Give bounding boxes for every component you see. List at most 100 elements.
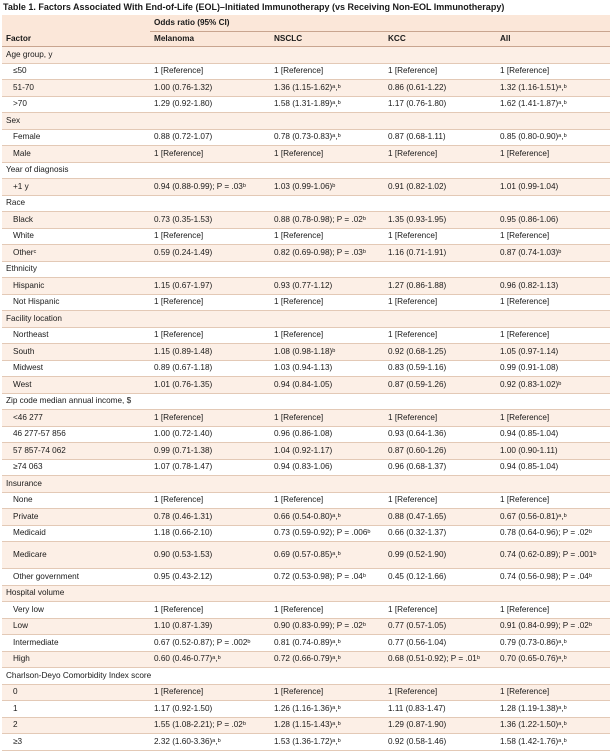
kcc-cell: 0.96 (0.68-1.37) <box>384 459 496 476</box>
all-cell: 1 [Reference] <box>496 145 611 163</box>
kcc-cell: 1 [Reference] <box>384 327 496 344</box>
kcc-cell: 0.93 (0.64-1.36) <box>384 426 496 443</box>
nsclc-cell: 0.88 (0.78-0.98); P = .02ᵇ <box>270 211 384 229</box>
nsclc-cell: 0.90 (0.83-0.99); P = .02ᵇ <box>270 618 384 635</box>
all-cell: 0.91 (0.84-0.99); P = .02ᵇ <box>496 618 611 635</box>
nsclc-cell: 1 [Reference] <box>270 228 384 245</box>
melanoma-cell: 1 [Reference] <box>150 145 270 163</box>
table-row: ≥74 063 1.07 (0.78-1.47) 0.94 (0.83-1.06) 0… <box>2 459 611 476</box>
kcc-cell: 1.27 (0.86-1.88) <box>384 277 496 295</box>
all-cell: 1 [Reference] <box>496 294 611 311</box>
table-row: 51-70 1.00 (0.76-1.32) 1.36 (1.15-1.62)ᵃ,ᵇ… <box>2 79 611 97</box>
category-row: Facility location <box>2 310 611 328</box>
factor-label: High <box>2 651 150 668</box>
header-factor: Factor <box>2 31 150 47</box>
all-cell: 0.78 (0.64-0.96); P = .02ᵇ <box>496 525 611 542</box>
kcc-cell: 0.87 (0.59-1.26) <box>384 376 496 394</box>
all-cell: 1.32 (1.16-1.51)ᵃ,ᵇ <box>496 79 611 97</box>
nsclc-cell: 0.81 (0.74-0.89)ᵃ,ᵇ <box>270 634 384 652</box>
nsclc-cell: 0.93 (0.77-1.12) <box>270 277 384 295</box>
melanoma-cell: 0.78 (0.46-1.31) <box>150 508 270 526</box>
table-row: Not Hispanic 1 [Reference] 1 [Reference] 1 … <box>2 294 611 311</box>
nsclc-cell: 0.78 (0.73-0.83)ᵃ,ᵇ <box>270 129 384 146</box>
table-row: Medicare 0.90 (0.53-1.53) 0.69 (0.57-0.85)… <box>2 541 611 569</box>
melanoma-cell: 1.18 (0.66-2.10) <box>150 525 270 542</box>
table-row: High 0.60 (0.46-0.77)ᵃ,ᵇ 0.72 (0.66-0.79)ᵃ… <box>2 651 611 668</box>
kcc-cell: 0.77 (0.56-1.04) <box>384 634 496 652</box>
category-label: Ethnicity <box>2 261 611 278</box>
header-nsclc: NSCLC <box>270 31 384 47</box>
all-cell: 0.85 (0.80-0.90)ᵃ,ᵇ <box>496 129 611 146</box>
kcc-cell: 0.92 (0.58-1.46) <box>384 733 496 751</box>
all-cell: 1 [Reference] <box>496 601 611 619</box>
all-cell: 0.67 (0.56-0.81)ᵃ,ᵇ <box>496 508 611 526</box>
factor-label: Medicaid <box>2 525 150 542</box>
nsclc-cell: 1.53 (1.36-1.72)ᵃ,ᵇ <box>270 733 384 751</box>
melanoma-cell: 1.15 (0.89-1.48) <box>150 343 270 361</box>
factor-label: 51-70 <box>2 79 150 97</box>
kcc-cell: 0.91 (0.82-1.02) <box>384 178 496 196</box>
kcc-cell: 1 [Reference] <box>384 63 496 80</box>
melanoma-cell: 1.10 (0.87-1.39) <box>150 618 270 635</box>
table-row: Private 0.78 (0.46-1.31) 0.66 (0.54-0.80)ᵃ… <box>2 508 611 526</box>
melanoma-cell: 0.90 (0.53-1.53) <box>150 541 270 569</box>
kcc-cell: 1 [Reference] <box>384 294 496 311</box>
factor-label: ≥74 063 <box>2 459 150 476</box>
kcc-cell: 0.92 (0.68-1.25) <box>384 343 496 361</box>
table-body: Age group, y ≤50 1 [Reference] 1 [Reference… <box>2 46 611 751</box>
nsclc-cell: 1 [Reference] <box>270 145 384 163</box>
melanoma-cell: 1 [Reference] <box>150 228 270 245</box>
all-cell: 1.36 (1.22-1.50)ᵃ,ᵇ <box>496 717 611 734</box>
nsclc-cell: 1 [Reference] <box>270 492 384 509</box>
factor-label: South <box>2 343 150 361</box>
nsclc-cell: 1.28 (1.15-1.43)ᵃ,ᵇ <box>270 717 384 734</box>
factor-label: West <box>2 376 150 394</box>
category-label: Insurance <box>2 475 611 493</box>
kcc-cell: 0.66 (0.32-1.37) <box>384 525 496 542</box>
all-cell: 1 [Reference] <box>496 409 611 427</box>
table-row: ≥3 2.32 (1.60-3.36)ᵃ,ᵇ 1.53 (1.36-1.72)ᵃ,ᵇ… <box>2 733 611 751</box>
kcc-cell: 1 [Reference] <box>384 228 496 245</box>
all-cell: 0.99 (0.91-1.08) <box>496 360 611 377</box>
factor-label: White <box>2 228 150 245</box>
table-row: 1 1.17 (0.92-1.50) 1.26 (1.16-1.36)ᵃ,ᵇ 1.11… <box>2 700 611 718</box>
header-empty-cell <box>2 15 150 32</box>
all-cell: 0.87 (0.74-1.03)ᵇ <box>496 244 611 262</box>
table-row: >70 1.29 (0.92-1.80) 1.58 (1.31-1.89)ᵃ,ᵇ 1.… <box>2 96 611 113</box>
melanoma-cell: 0.67 (0.52-0.87); P = .002ᵇ <box>150 634 270 652</box>
table-header: Odds ratio (95% CI) Factor Melanoma NSCL… <box>2 15 611 47</box>
factor-label: Intermediate <box>2 634 150 652</box>
table-row: Black 0.73 (0.35-1.53) 0.88 (0.78-0.98); P… <box>2 211 611 229</box>
nsclc-cell: 0.66 (0.54-0.80)ᵃ,ᵇ <box>270 508 384 526</box>
table-row: White 1 [Reference] 1 [Reference] 1 [Refere… <box>2 228 611 245</box>
factor-label: Black <box>2 211 150 229</box>
nsclc-cell: 1.26 (1.16-1.36)ᵃ,ᵇ <box>270 700 384 718</box>
nsclc-cell: 0.96 (0.86-1.08) <box>270 426 384 443</box>
melanoma-cell: 1 [Reference] <box>150 63 270 80</box>
factor-label: 2 <box>2 717 150 734</box>
melanoma-cell: 1.07 (0.78-1.47) <box>150 459 270 476</box>
category-row: Sex <box>2 112 611 130</box>
nsclc-cell: 0.73 (0.59-0.92); P = .006ᵇ <box>270 525 384 542</box>
melanoma-cell: 2.32 (1.60-3.36)ᵃ,ᵇ <box>150 733 270 751</box>
all-cell: 1 [Reference] <box>496 327 611 344</box>
all-cell: 1.00 (0.90-1.11) <box>496 442 611 460</box>
category-row: Charlson-Deyo Comorbidity Index score <box>2 667 611 685</box>
category-row: Race <box>2 195 611 212</box>
factor-label: Hispanic <box>2 277 150 295</box>
nsclc-cell: 1.04 (0.92-1.17) <box>270 442 384 460</box>
table-row: Northeast 1 [Reference] 1 [Reference] 1 [Re… <box>2 327 611 344</box>
kcc-cell: 0.45 (0.12-1.66) <box>384 568 496 586</box>
factor-label: +1 y <box>2 178 150 196</box>
nsclc-cell: 0.72 (0.66-0.79)ᵃ,ᵇ <box>270 651 384 668</box>
odds-ratio-table: Odds ratio (95% CI) Factor Melanoma NSCL… <box>2 15 611 751</box>
table-row: 57 857-74 062 0.99 (0.71-1.38) 1.04 (0.92-… <box>2 442 611 460</box>
factor-label: 46 277-57 856 <box>2 426 150 443</box>
melanoma-cell: 0.60 (0.46-0.77)ᵃ,ᵇ <box>150 651 270 668</box>
all-cell: 1.58 (1.42-1.76)ᵃ,ᵇ <box>496 733 611 751</box>
all-cell: 1 [Reference] <box>496 684 611 701</box>
all-cell: 0.70 (0.65-0.76)ᵃ,ᵇ <box>496 651 611 668</box>
kcc-cell: 1.16 (0.71-1.91) <box>384 244 496 262</box>
category-row: Insurance <box>2 475 611 493</box>
